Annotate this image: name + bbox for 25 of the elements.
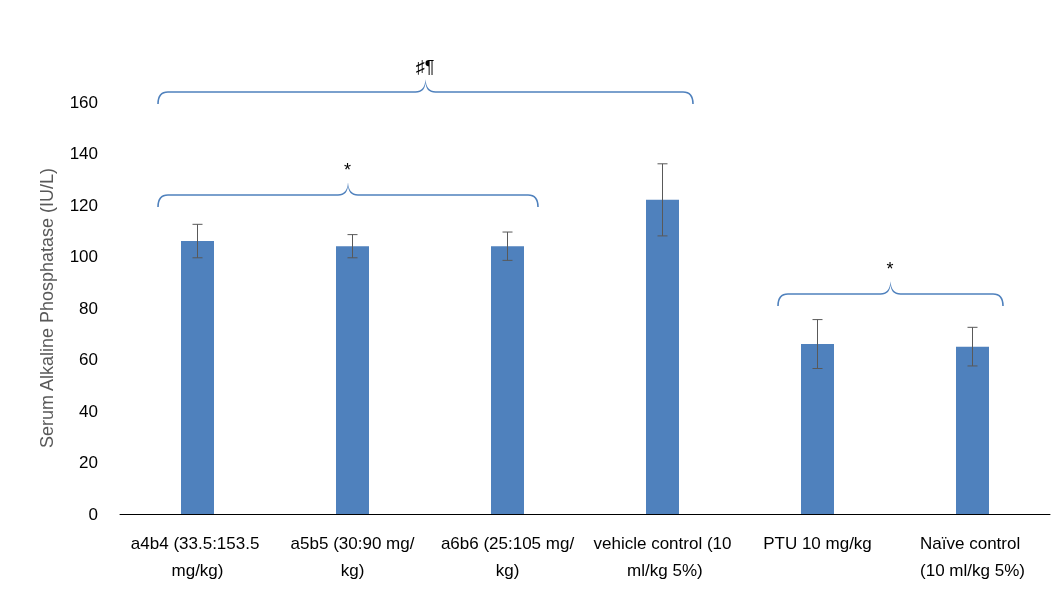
- bar: [336, 246, 369, 514]
- x-tick-label: a5b5 (30:90 mg/kg): [290, 534, 415, 580]
- x-tick-label: Naïve control (10 ml/kg 5%): [920, 534, 1025, 580]
- y-tick-label: 160: [69, 92, 98, 112]
- y-tick-label: 100: [69, 247, 98, 266]
- bar: [181, 241, 214, 514]
- y-tick-label: 120: [69, 195, 98, 215]
- y-tick-label: 80: [79, 298, 98, 318]
- y-tick-label: 60: [79, 350, 98, 369]
- bar: [646, 199, 679, 514]
- bar: [491, 246, 524, 514]
- y-tick-label: 20: [79, 453, 98, 472]
- x-tick-label: a4b4 (33.5:153.5 mg/kg): [130, 534, 265, 580]
- bar: [801, 344, 834, 514]
- y-tick-label: 40: [79, 401, 98, 421]
- x-tick-label: vehicle control (10 ml/kg 5%): [593, 534, 732, 580]
- y-tick-label: 0: [88, 504, 98, 524]
- annotation: *: [886, 258, 894, 280]
- y-tick-label: 140: [69, 144, 98, 163]
- bar: [956, 346, 989, 514]
- y-axis-title: Serum Alkaline Phosphatase (IU/L): [36, 167, 57, 449]
- x-tick-label: a6b6 (25:105 mg/kg): [440, 534, 575, 580]
- annotation: *: [343, 160, 352, 182]
- x-tick-label: PTU 10 mg/kg: [763, 534, 872, 553]
- text: ♯¶: [415, 56, 435, 78]
